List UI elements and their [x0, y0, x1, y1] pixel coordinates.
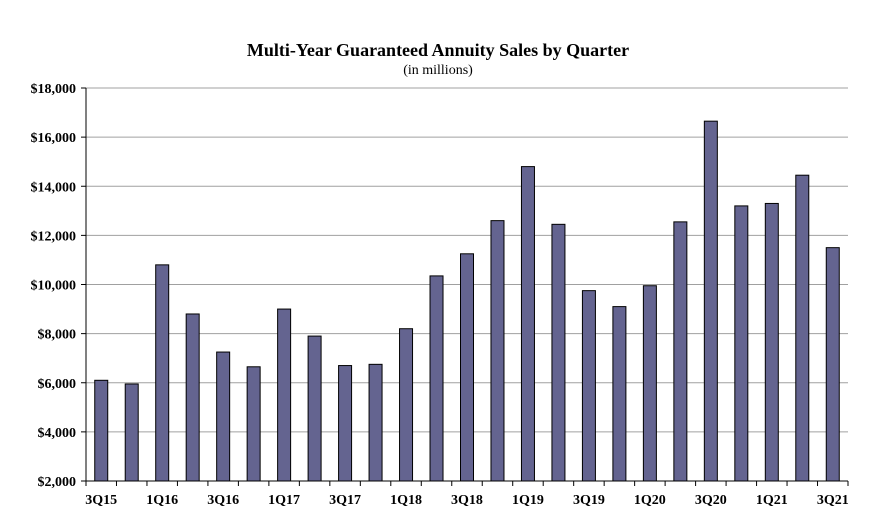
tick-labels: $2,000 $4,000 $6,000 $8,000 $10,000 $12,000 $1… [31, 82, 849, 508]
bar-3q17 [338, 365, 353, 482]
bar-3q16 [216, 351, 231, 482]
y-tick-label: $18,000 [31, 82, 77, 97]
y-tick-label: $10,000 [31, 279, 77, 294]
bar-2q17 [307, 335, 322, 482]
bar-2q20 [673, 221, 688, 482]
x-tick-label: 1Q18 [390, 493, 422, 508]
bar-1q16 [155, 264, 170, 482]
x-tick-label: 3Q18 [451, 493, 483, 508]
y-tick-label: $12,000 [31, 229, 77, 244]
y-tick-label: $6,000 [38, 377, 77, 392]
bar-2q21 [795, 174, 810, 482]
y-tick-label: $2,000 [38, 475, 77, 490]
chart-title: Multi-Year Guaranteed Annuity Sales by Q… [246, 40, 630, 60]
y-tick-label: $16,000 [31, 131, 77, 146]
axes [81, 87, 849, 486]
x-tick-label: 3Q19 [573, 493, 605, 508]
x-tick-label: 3Q17 [329, 493, 361, 508]
x-tick-label: 1Q21 [756, 493, 788, 508]
bar-3q20 [703, 120, 718, 482]
x-tick-label: 1Q20 [634, 493, 666, 508]
x-tick-label: 3Q21 [817, 493, 849, 508]
bar-4q18 [490, 220, 505, 482]
bar-4q19 [612, 306, 627, 482]
y-tick-label: $8,000 [38, 328, 77, 343]
x-tick-label: 1Q17 [268, 493, 300, 508]
y-tick-label: $4,000 [38, 426, 77, 441]
x-tick-label: 1Q19 [512, 493, 544, 508]
bar-1q20 [642, 285, 657, 482]
x-tick-label: 3Q15 [85, 493, 117, 508]
bar-1q21 [764, 202, 779, 482]
x-tick-label: 3Q20 [695, 493, 727, 508]
bars [94, 120, 840, 482]
bar-1q17 [277, 308, 292, 482]
gridlines [86, 87, 848, 433]
bar-4q16 [246, 366, 261, 482]
x-tick-label: 1Q16 [146, 493, 178, 508]
bar-1q18 [399, 328, 414, 482]
bar-2q19 [551, 223, 566, 482]
chart-subtitle: (in millions) [403, 63, 473, 78]
bar-4q15 [124, 383, 139, 482]
bar-3q19 [581, 290, 596, 482]
bar-2q16 [185, 313, 200, 482]
bar-3q21 [825, 247, 840, 482]
bar-1q19 [520, 166, 535, 482]
bar-4q17 [368, 363, 383, 482]
bar-3q15 [94, 379, 109, 482]
bar-3q18 [460, 253, 474, 482]
y-tick-label: $14,000 [31, 180, 77, 195]
bar-4q20 [734, 205, 749, 482]
bar-2q18 [429, 275, 444, 482]
x-tick-label: 3Q16 [207, 493, 239, 508]
